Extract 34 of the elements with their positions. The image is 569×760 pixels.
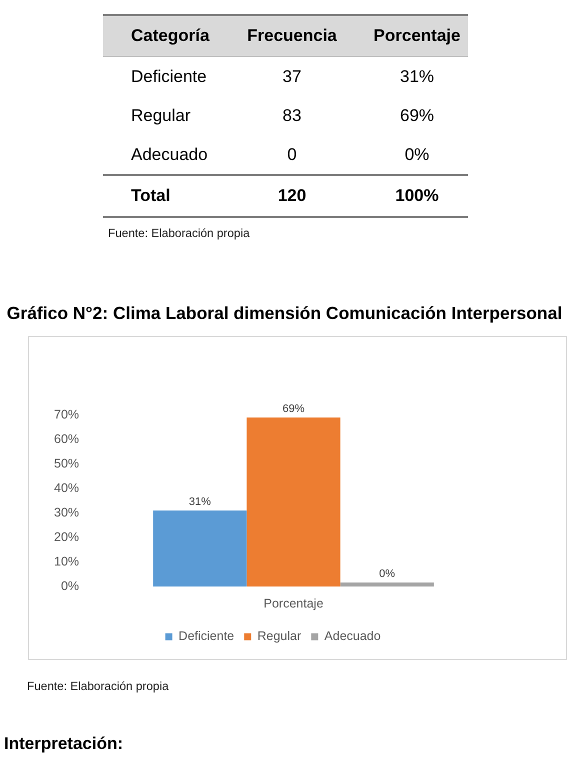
data-label: 31% (398, 66, 436, 88)
data-label: 100% (366, 175, 468, 217)
source-note: Fuente: Elaboración propia (108, 226, 251, 240)
y-tick-label: 60% (54, 432, 80, 446)
data-label: 31% (188, 496, 212, 508)
source-note: Fuente: Elaboración propia (27, 679, 169, 693)
data-label: 69% (282, 402, 305, 415)
legend-label: Deficiente (178, 629, 234, 644)
y-tick-label: 70% (54, 407, 80, 422)
category-label: Adecuado (130, 144, 209, 166)
data-label: 0 (286, 144, 298, 166)
y-tick-label: 0% (60, 578, 80, 593)
text: Categoría (103, 15, 218, 56)
data-label: 120 (218, 175, 366, 217)
data-label: 0% (404, 144, 430, 166)
data-label: 37 (282, 66, 302, 88)
y-tick-label: 10% (54, 554, 80, 568)
category-label: Deficiente (130, 66, 208, 88)
y-tick-label: 40% (54, 480, 80, 495)
legend-label: Adecuado (324, 629, 381, 644)
legend-label: Regular (257, 629, 302, 644)
text: Porcentaje (366, 15, 468, 56)
y-tick-label: 50% (54, 456, 80, 470)
chart-title: Gráfico N°2: Clima Laboral dimensión Comunicación Interpersonal (6, 303, 564, 324)
y-tick-label: 20% (54, 530, 80, 544)
data-label: 83 (282, 104, 302, 126)
y-tick-label: 30% (54, 505, 80, 520)
text: Interpretación: (4, 734, 124, 754)
category-label: Regular (130, 104, 192, 126)
data-label: 69% (398, 104, 436, 126)
text: Frecuencia (218, 15, 366, 56)
data-label: 0% (379, 568, 396, 580)
x-axis-title: Porcentaje (264, 596, 324, 610)
category-label: Total (103, 175, 218, 217)
